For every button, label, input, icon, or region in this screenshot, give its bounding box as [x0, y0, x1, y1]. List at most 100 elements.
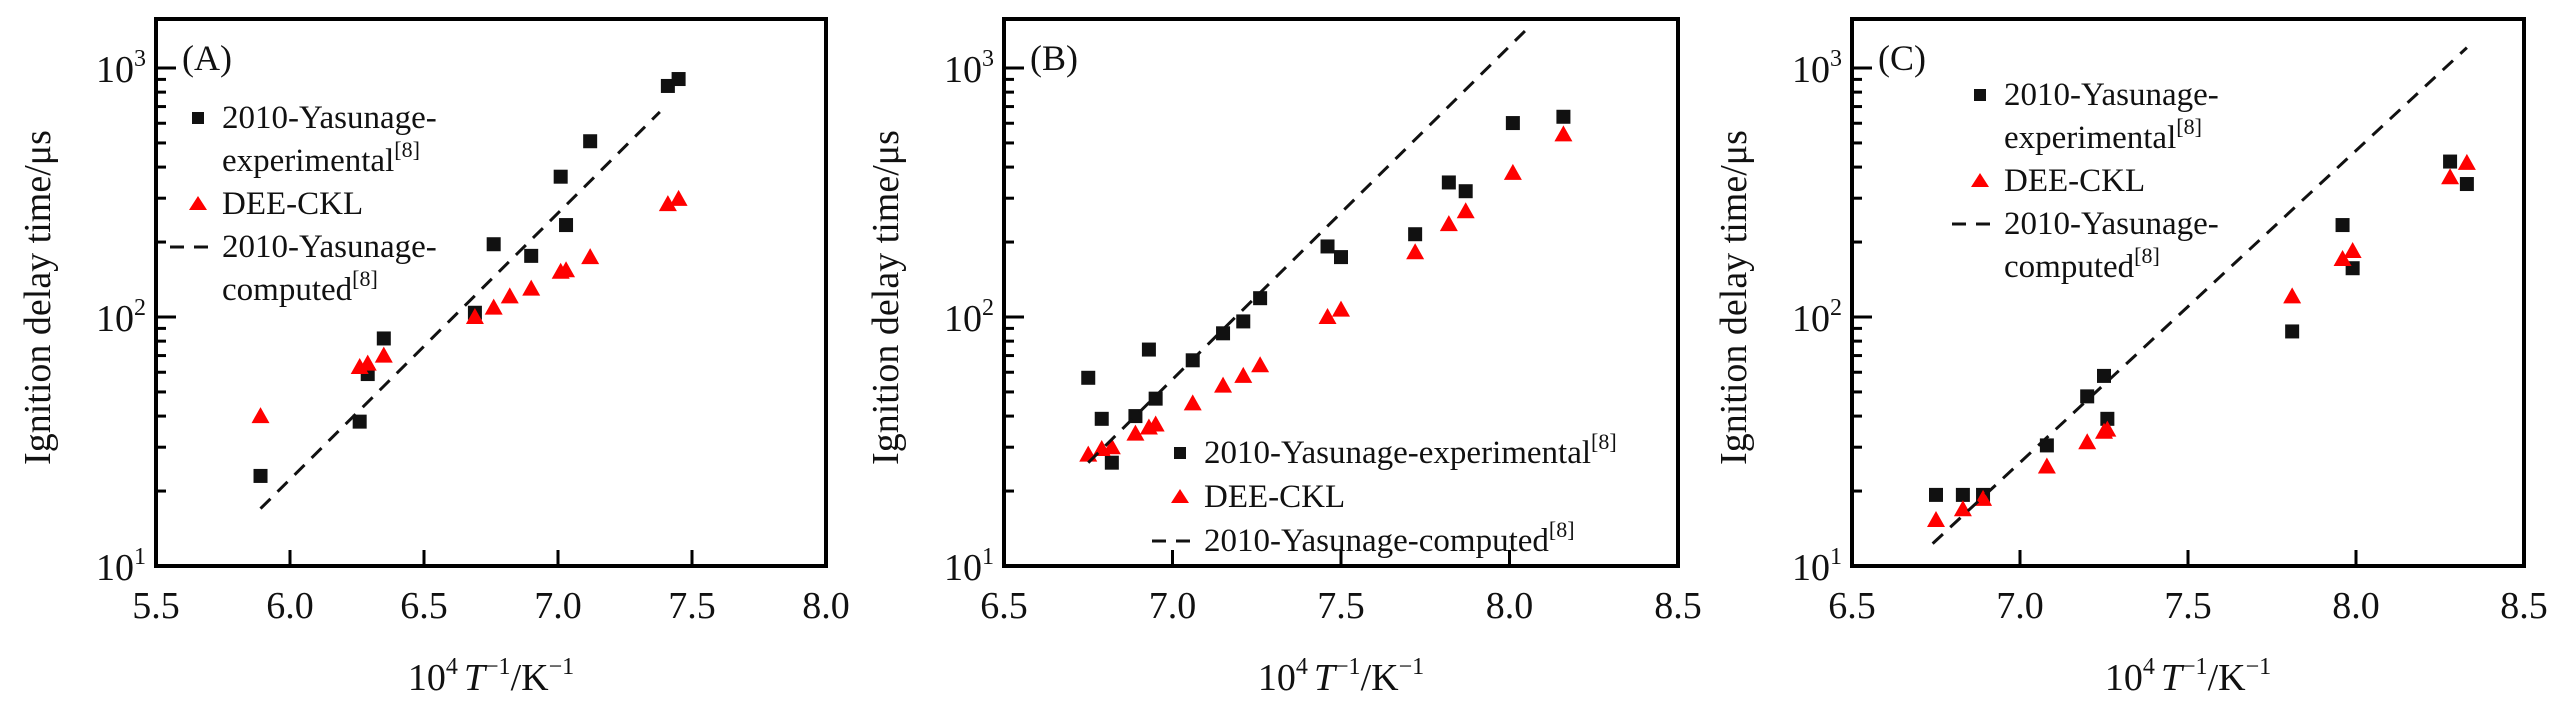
- x-tick-label: 8.0: [2332, 585, 2380, 627]
- legend-label: experimental[8]: [2004, 114, 2202, 156]
- x-tick-label: 8.0: [1486, 585, 1534, 627]
- data-point-triangle: [2333, 249, 2352, 266]
- legend-marker-square-icon: [1174, 447, 1186, 459]
- legend-label: 2010-Yasunage-experimental[8]: [1204, 429, 1617, 471]
- legend-reference: [8]: [394, 137, 420, 162]
- dashed-fit-line: [1931, 46, 2468, 545]
- panel-label: (B): [1030, 38, 1078, 78]
- x-title-unit-exp: −1: [2246, 654, 2272, 680]
- data-point-square: [376, 331, 391, 346]
- y-tick-base: 10: [96, 547, 134, 589]
- x-tick-label: 7.5: [1317, 585, 1365, 627]
- data-point-triangle: [2098, 420, 2117, 437]
- data-point-square: [253, 468, 268, 483]
- legend-label: 2010-Yasunage-: [222, 229, 437, 265]
- dashed-fit-line: [259, 110, 661, 510]
- x-tick-label: 6.5: [980, 585, 1028, 627]
- data-point-square: [1441, 175, 1456, 190]
- x-tick-label: 6.5: [1828, 585, 1876, 627]
- y-tick-exponent: 1: [134, 544, 146, 570]
- data-point-triangle: [500, 287, 519, 304]
- plot-area: [251, 72, 688, 510]
- legend-label-text: computed: [222, 272, 353, 308]
- x-title-variable-exp: −1: [2182, 654, 2208, 680]
- data-point-triangle: [1927, 511, 1945, 528]
- data-point-triangle: [2037, 457, 2056, 474]
- y-tick-label: 102: [96, 295, 146, 340]
- data-point-triangle: [669, 189, 688, 206]
- legend-label: 2010-Yasunage-: [2004, 206, 2219, 242]
- legend-reference: [8]: [2134, 243, 2160, 268]
- data-point-triangle: [557, 261, 576, 278]
- y-tick-label: 102: [944, 295, 994, 340]
- data-point-triangle: [2441, 168, 2460, 185]
- data-point-triangle: [484, 298, 503, 315]
- data-point-square: [1104, 455, 1119, 470]
- data-point-square: [2097, 368, 2111, 383]
- x-tick-label: 7.0: [1996, 585, 2044, 627]
- legend-marker-triangle-icon: [1171, 489, 1189, 503]
- data-point-square: [660, 78, 675, 93]
- series-dashed-line: [1087, 28, 1528, 464]
- y-tick-label: 103: [1792, 46, 1842, 91]
- x-title-variable: T: [2161, 657, 2185, 699]
- y-axis-title: Ignition delay time/μs: [17, 130, 59, 465]
- y-tick-label: 101: [1792, 544, 1842, 589]
- x-axis-title: 104 T−1/K−1: [408, 654, 574, 699]
- data-point-square: [2080, 389, 2095, 404]
- data-point-square: [1148, 391, 1163, 406]
- y-tick-exponent: 2: [134, 295, 146, 321]
- x-title-unit: /K: [1361, 657, 1400, 699]
- x-tick-label: 8.5: [1654, 585, 1702, 627]
- dashed-fit-line: [1087, 28, 1528, 464]
- data-point-triangle: [581, 248, 600, 265]
- data-point-square: [1458, 184, 1473, 199]
- legend-reference: [8]: [352, 266, 378, 291]
- data-point-square: [2443, 154, 2458, 169]
- x-title-unit-exp: −1: [1399, 654, 1425, 680]
- x-title-variable: T: [464, 657, 488, 699]
- legend-label-text: experimental: [2004, 120, 2176, 156]
- y-tick-label: 102: [1792, 295, 1842, 340]
- series-triangle: [1079, 125, 1573, 462]
- data-point-triangle: [1503, 163, 1522, 180]
- y-tick-base: 10: [944, 547, 982, 589]
- y-tick-base: 10: [944, 49, 982, 91]
- data-point-triangle: [1318, 308, 1337, 324]
- panel-label: (A): [182, 38, 232, 78]
- data-point-triangle: [1953, 500, 1972, 517]
- data-point-triangle: [251, 407, 270, 424]
- x-tick-label: 8.0: [802, 585, 850, 627]
- legend-label: computed[8]: [2004, 243, 2160, 285]
- legend: 2010-Yasunage-experimental[8]DEE-CKL2010…: [170, 100, 437, 308]
- x-title-unit: /K: [511, 657, 550, 699]
- legend-label-text: DEE-CKL: [1204, 479, 1345, 515]
- x-title-exp: 4: [1296, 654, 1308, 680]
- x-tick-label: 8.5: [2500, 585, 2548, 627]
- y-tick-label: 101: [944, 544, 994, 589]
- x-axis-title: 104 T−1/K−1: [2105, 654, 2271, 699]
- data-point-triangle: [1146, 415, 1165, 432]
- data-point-square: [2285, 324, 2300, 339]
- data-point-square: [524, 248, 539, 263]
- x-title-variable-exp: −1: [1335, 654, 1361, 680]
- legend-label-text: DEE-CKL: [2004, 163, 2145, 199]
- legend-label-text: 2010-Yasunage-: [2004, 206, 2219, 242]
- data-point-square: [1216, 326, 1231, 341]
- legend-label: 2010-Yasunage-: [222, 100, 437, 136]
- x-tick-label: 5.5: [132, 585, 180, 627]
- series-triangle: [251, 189, 688, 424]
- legend-reference: [8]: [1549, 517, 1575, 542]
- data-point-square: [1408, 227, 1423, 242]
- legend-label-text: 2010-Yasunage-computed: [1204, 523, 1549, 559]
- x-tick-label: 7.5: [2164, 585, 2212, 627]
- data-point-square: [2100, 411, 2115, 426]
- x-tick-label: 6.5: [400, 585, 448, 627]
- data-point-triangle: [522, 279, 541, 296]
- x-title-base: 10: [2105, 657, 2143, 699]
- legend-label: DEE-CKL: [222, 186, 363, 222]
- data-point-square: [1334, 250, 1348, 265]
- x-tick-label: 7.0: [1149, 585, 1197, 627]
